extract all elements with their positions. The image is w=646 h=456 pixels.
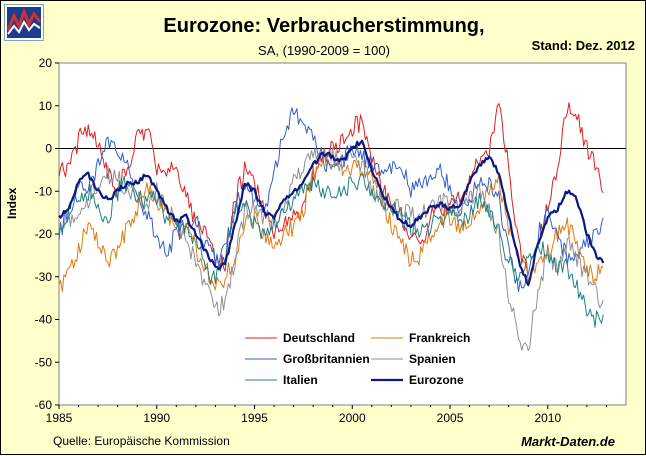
x-tick-label: 1990 — [143, 411, 170, 425]
y-tick-label: -60 — [35, 398, 53, 412]
source-note: Quelle: Europäische Kommission — [53, 434, 230, 448]
y-tick-label: 0 — [45, 142, 52, 156]
x-tick-label: 1995 — [241, 411, 268, 425]
legend-label: Spanien — [409, 352, 456, 366]
legend-label: Deutschland — [283, 331, 355, 345]
x-tick-label: 2000 — [339, 411, 366, 425]
series-line-italien — [58, 173, 604, 328]
y-tick-label: -10 — [35, 184, 53, 198]
chart-title: Eurozone: Verbraucherstimmung, — [163, 15, 485, 37]
y-tick-label: -50 — [35, 355, 53, 369]
y-tick-label: 10 — [39, 99, 53, 113]
x-tick-label: 1985 — [46, 411, 73, 425]
y-tick-label: -20 — [35, 227, 53, 241]
x-tick-label: 2010 — [534, 411, 561, 425]
chart-subtitle: SA, (1990-2009 = 100) — [258, 43, 390, 58]
series-line-großbritannien — [58, 107, 604, 293]
series-line-deutschland — [58, 102, 604, 282]
series-line-eurozone — [58, 139, 605, 287]
legend-label: Eurozone — [409, 373, 464, 387]
y-tick-label: 20 — [39, 56, 53, 70]
y-tick-label: -30 — [35, 270, 53, 284]
y-tick-label: -40 — [35, 313, 53, 327]
series-line-spanien — [58, 147, 604, 352]
date-stamp: Stand: Dez. 2012 — [531, 38, 635, 53]
legend-label: Italien — [283, 373, 318, 387]
legend-label: Großbritannien — [283, 352, 370, 366]
logo-icon — [4, 4, 44, 41]
brand-label: Markt-Daten.de — [521, 434, 615, 449]
legend-label: Frankreich — [409, 331, 470, 345]
x-tick-label: 2005 — [437, 411, 464, 425]
